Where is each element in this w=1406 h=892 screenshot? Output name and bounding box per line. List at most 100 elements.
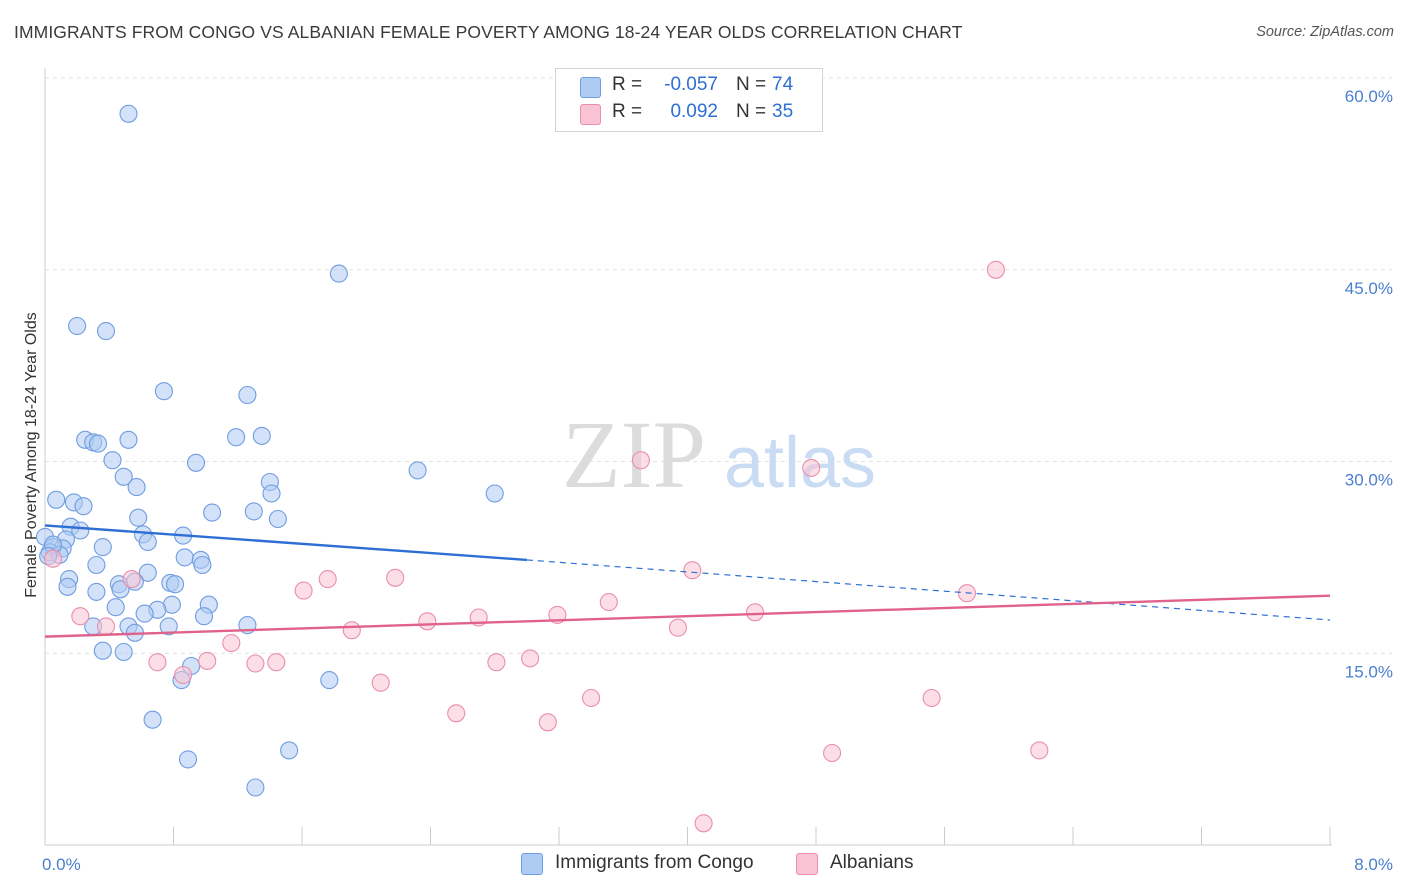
x-tick-label: 0.0%: [42, 855, 81, 874]
point-congo: [485, 484, 504, 503]
legend-swatch-congo: [580, 77, 601, 98]
point-albanians: [71, 607, 90, 626]
point-albanians: [1030, 741, 1049, 760]
point-albanians: [148, 653, 167, 672]
trend-line-albanians: [44, 594, 1331, 638]
series-label-albanians: Albanians: [830, 852, 914, 873]
point-congo: [154, 382, 173, 401]
point-congo: [119, 430, 138, 449]
point-albanians: [986, 260, 1005, 279]
point-congo: [106, 598, 125, 617]
point-albanians: [43, 549, 63, 568]
point-albanians: [631, 451, 650, 470]
watermark-atlas: atlas: [724, 423, 876, 503]
tick-labels: 15.0% 30.0% 45.0% 60.0% 0.0% 8.0%: [42, 87, 1393, 874]
point-congo: [268, 509, 287, 529]
point-congo: [203, 503, 222, 522]
point-albanians: [174, 665, 193, 685]
legend-n-value: 74: [772, 74, 794, 95]
point-congo: [129, 508, 148, 527]
point-congo: [138, 563, 157, 582]
axes: [44, 68, 1332, 846]
point-congo: [135, 604, 154, 623]
point-albanians: [342, 621, 361, 640]
point-albanians: [823, 743, 842, 763]
legend-r-label: R =: [612, 101, 643, 122]
point-congo: [166, 575, 185, 594]
point-albanians: [96, 617, 116, 636]
source-credit: Source: ZipAtlas.com: [1256, 24, 1394, 40]
y-tick-label: 45.0%: [1345, 279, 1393, 298]
point-albanians: [538, 713, 557, 732]
point-congo: [71, 521, 90, 540]
gridlines: [45, 77, 1392, 654]
point-congo: [68, 316, 87, 336]
point-albanians: [922, 688, 941, 708]
point-albanians: [294, 581, 313, 600]
point-albanians: [246, 654, 265, 673]
trend-line-congo: [44, 524, 527, 562]
point-congo: [238, 385, 257, 405]
point-congo: [111, 580, 130, 599]
point-congo: [87, 555, 106, 575]
data-points: [35, 104, 1049, 833]
y-tick-label: 15.0%: [1345, 662, 1393, 681]
point-albanians: [386, 568, 405, 587]
series-legend: Immigrants from Congo Albanians: [0, 852, 1406, 876]
y-tick-label: 60.0%: [1345, 87, 1393, 106]
point-congo: [138, 532, 157, 552]
point-congo: [320, 671, 339, 690]
series-swatch-congo: [521, 853, 543, 875]
y-tick-label: 30.0%: [1345, 471, 1393, 490]
point-congo: [47, 490, 66, 509]
point-congo: [119, 104, 138, 123]
point-congo: [58, 577, 77, 596]
chart-title: IMMIGRANTS FROM CONGO VS ALBANIAN FEMALE…: [14, 22, 963, 42]
point-albanians: [222, 633, 241, 653]
legend-r-value: 0.092: [670, 101, 718, 122]
point-albanians: [521, 649, 540, 668]
point-congo: [244, 502, 263, 521]
point-congo: [143, 710, 162, 729]
series-swatch-albanians: [796, 853, 818, 875]
point-albanians: [745, 603, 765, 622]
watermark: ZIP atlas: [562, 401, 876, 508]
point-albanians: [694, 814, 713, 833]
series-label-congo: Immigrants from Congo: [555, 852, 754, 873]
point-congo: [74, 497, 93, 516]
correlation-legend: R = -0.057 N = 74 R = 0.092 N = 35: [555, 68, 823, 132]
point-congo: [329, 264, 348, 283]
point-congo: [408, 461, 427, 480]
point-congo: [114, 467, 133, 486]
point-albanians: [683, 561, 702, 580]
point-congo: [88, 434, 108, 453]
point-albanians: [447, 704, 466, 723]
x-tick-label: 8.0%: [1354, 855, 1393, 874]
point-congo: [114, 642, 133, 662]
point-albanians: [487, 653, 506, 672]
point-congo: [186, 453, 206, 472]
point-congo: [178, 750, 198, 769]
point-albanians: [582, 688, 601, 708]
point-albanians: [371, 673, 390, 692]
point-congo: [262, 484, 281, 503]
point-congo: [93, 538, 112, 557]
legend-n-label: N =: [736, 101, 767, 122]
point-congo: [194, 607, 214, 626]
trend-lines: [44, 524, 1331, 638]
legend-n-label: N =: [736, 74, 767, 95]
legend-r-value: -0.057: [664, 74, 718, 95]
point-albanians: [122, 570, 141, 589]
point-congo: [175, 548, 194, 567]
trend-line-congo-extension: [526, 559, 1331, 621]
y-axis-label: Female Poverty Among 18-24 Year Olds: [23, 312, 40, 598]
point-congo: [252, 426, 271, 445]
legend-swatch-albanians: [580, 104, 601, 125]
point-albanians: [318, 570, 337, 589]
point-albanians: [418, 612, 437, 631]
point-congo: [93, 641, 112, 660]
point-albanians: [668, 618, 687, 637]
point-congo: [159, 617, 178, 636]
point-congo: [193, 555, 212, 575]
